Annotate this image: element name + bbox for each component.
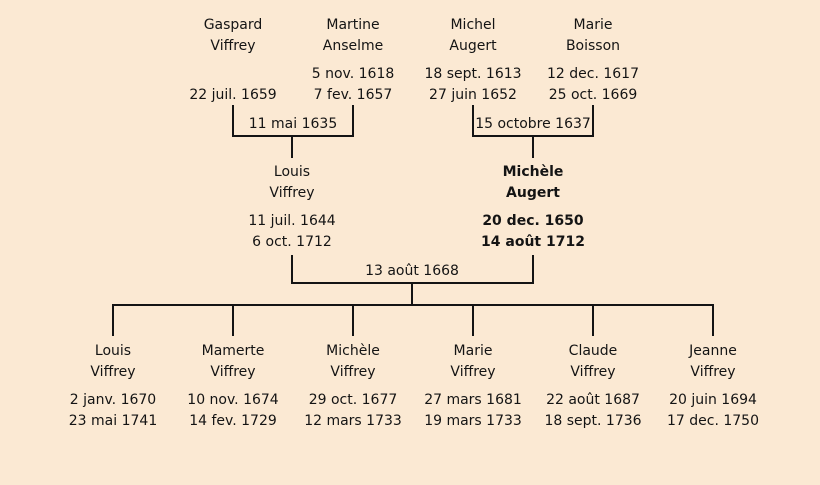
person-first-name: Louis xyxy=(273,164,311,180)
person-first-name: Jeanne xyxy=(689,343,737,359)
person-last-name: Augert xyxy=(506,185,560,201)
person-birth-date: 5 nov. 1618 xyxy=(311,66,395,82)
child-drop-line xyxy=(472,304,474,336)
person-death-date: 27 juin 1652 xyxy=(429,87,517,103)
person-birth-date: 18 sept. 1613 xyxy=(424,66,522,82)
person-card-louis-viffrey-father: Louis Viffrey 11 juil. 1644 6 oct. 1712 xyxy=(248,162,335,253)
person-first-name: Marie xyxy=(453,343,493,359)
person-birth-date: 22 août 1687 xyxy=(546,392,640,408)
person-last-name: Viffrey xyxy=(269,185,315,201)
children-bar-line xyxy=(112,304,714,306)
person-death-date: 7 fev. 1657 xyxy=(313,87,393,103)
person-death-date: 23 mai 1741 xyxy=(68,413,158,429)
name-date-spacer xyxy=(187,383,278,390)
marriage-bar-line xyxy=(472,135,594,137)
person-card-martine-anselme: Martine Anselme 5 nov. 1618 7 fev. 1657 xyxy=(312,15,395,106)
child-drop-line xyxy=(712,304,714,336)
person-birth-date: 27 mars 1681 xyxy=(424,392,522,408)
person-card-michel-augert: Michel Augert 18 sept. 1613 27 juin 1652 xyxy=(424,15,521,106)
descent-line xyxy=(291,137,293,158)
couple-connector-right-line xyxy=(592,105,594,137)
person-first-name: Michèle xyxy=(502,164,564,180)
person-last-name: Anselme xyxy=(322,38,384,54)
person-first-name: Michèle xyxy=(326,343,380,359)
person-first-name: Mamerte xyxy=(201,343,265,359)
person-birth-date: 20 juin 1694 xyxy=(669,392,757,408)
name-date-spacer xyxy=(248,204,335,211)
marriage-bar-line xyxy=(232,135,354,137)
person-birth-date: 29 oct. 1677 xyxy=(308,392,398,408)
person-last-name: Viffrey xyxy=(450,364,496,380)
person-last-name: Viffrey xyxy=(210,38,256,54)
person-first-name: Martine xyxy=(326,17,380,33)
name-date-spacer xyxy=(189,57,276,64)
person-death-date: 22 juil. 1659 xyxy=(189,87,277,103)
child-drop-line xyxy=(112,304,114,336)
marriage-date-label: 15 octobre 1637 xyxy=(475,116,591,132)
name-date-spacer xyxy=(69,383,157,390)
person-last-name: Augert xyxy=(449,38,497,54)
name-date-spacer xyxy=(424,383,522,390)
couple-connector-left-line xyxy=(472,105,474,137)
person-first-name: Gaspard xyxy=(203,17,263,33)
person-first-name: Claude xyxy=(568,343,618,359)
descent-line xyxy=(411,284,413,306)
person-birth-date: 12 dec. 1617 xyxy=(547,66,639,82)
person-first-name: Michel xyxy=(450,17,496,33)
person-death-date: 12 mars 1733 xyxy=(304,413,402,429)
person-card-michele-augert-mother: Michèle Augert 20 dec. 1650 14 août 1712 xyxy=(481,162,585,253)
name-date-spacer xyxy=(481,204,585,211)
person-death-date: 14 fev. 1729 xyxy=(189,413,277,429)
child-drop-line xyxy=(592,304,594,336)
name-date-spacer xyxy=(304,383,402,390)
person-card-claude-viffrey: Claude Viffrey 22 août 1687 18 sept. 173… xyxy=(544,341,641,432)
name-date-spacer xyxy=(547,57,639,64)
person-death-date: 18 sept. 1736 xyxy=(544,413,642,429)
couple-connector-right-line xyxy=(532,255,534,284)
person-first-name: Louis xyxy=(94,343,132,359)
person-birth-date: 10 nov. 1674 xyxy=(187,392,279,408)
person-card-gaspard-viffrey: Gaspard Viffrey 22 juil. 1659 xyxy=(189,15,276,106)
person-card-jeanne-viffrey: Jeanne Viffrey 20 juin 1694 17 dec. 1750 xyxy=(667,341,759,432)
marriage-date-label: 13 août 1668 xyxy=(365,263,459,279)
person-last-name: Viffrey xyxy=(90,364,136,380)
couple-connector-right-line xyxy=(352,105,354,137)
person-card-mamerte-viffrey: Mamerte Viffrey 10 nov. 1674 14 fev. 172… xyxy=(187,341,278,432)
person-first-name: Marie xyxy=(573,17,613,33)
child-drop-line xyxy=(232,304,234,336)
person-last-name: Viffrey xyxy=(330,364,376,380)
descent-line xyxy=(532,137,534,158)
person-birth-date: 2 janv. 1670 xyxy=(69,392,157,408)
marriage-date-label: 11 mai 1635 xyxy=(248,116,338,132)
person-last-name: Viffrey xyxy=(210,364,256,380)
person-last-name: Viffrey xyxy=(570,364,616,380)
person-death-date: 19 mars 1733 xyxy=(424,413,522,429)
marriage-bar-line xyxy=(291,282,534,284)
person-death-date: 6 oct. 1712 xyxy=(252,234,332,250)
person-death-date: 14 août 1712 xyxy=(481,234,585,250)
name-date-spacer xyxy=(424,57,521,64)
couple-connector-left-line xyxy=(232,105,234,137)
person-last-name: Viffrey xyxy=(690,364,736,380)
person-birth-date: 11 juil. 1644 xyxy=(248,213,336,229)
person-death-date: 17 dec. 1750 xyxy=(667,413,759,429)
person-birth-date xyxy=(189,64,276,85)
couple-connector-left-line xyxy=(291,255,293,284)
person-last-name: Boisson xyxy=(565,38,621,54)
name-date-spacer xyxy=(544,383,641,390)
person-birth-date: 20 dec. 1650 xyxy=(482,213,584,229)
person-death-date: 25 oct. 1669 xyxy=(548,87,638,103)
name-date-spacer xyxy=(667,383,759,390)
person-card-michele-viffrey: Michèle Viffrey 29 oct. 1677 12 mars 173… xyxy=(304,341,402,432)
person-card-louis-viffrey-child: Louis Viffrey 2 janv. 1670 23 mai 1741 xyxy=(69,341,157,432)
child-drop-line xyxy=(352,304,354,336)
person-card-marie-viffrey: Marie Viffrey 27 mars 1681 19 mars 1733 xyxy=(424,341,522,432)
person-card-marie-boisson: Marie Boisson 12 dec. 1617 25 oct. 1669 xyxy=(547,15,639,106)
name-date-spacer xyxy=(312,57,395,64)
